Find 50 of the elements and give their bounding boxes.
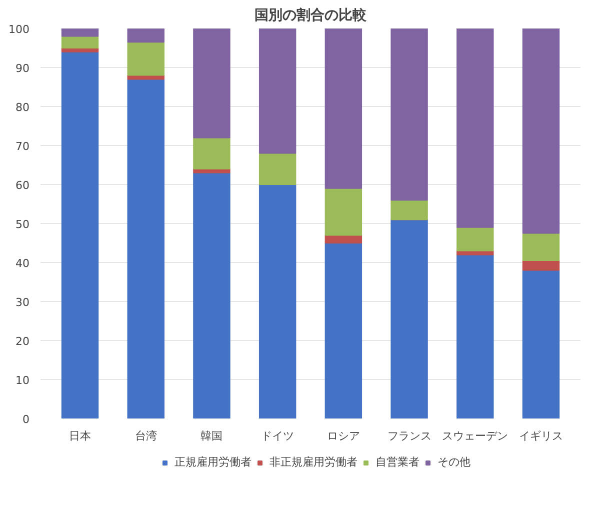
bar xyxy=(324,28,362,189)
bar xyxy=(61,28,99,37)
legend-label: 正規雇用労働者 xyxy=(174,454,252,470)
y-tick-label: 10 xyxy=(16,374,30,387)
chart-title: 国別の割合の比較 xyxy=(254,6,368,24)
bar xyxy=(258,184,296,418)
legend-label: 非正規雇用労働者 xyxy=(270,454,358,470)
bar xyxy=(127,78,164,418)
y-tick-label: 70 xyxy=(16,140,30,153)
bar xyxy=(127,42,164,76)
bar xyxy=(456,28,494,228)
bar xyxy=(193,172,230,418)
bar xyxy=(522,28,560,234)
legend-label: その他 xyxy=(438,454,470,470)
x-tick-label: 韓国 xyxy=(200,430,223,442)
y-tick-label: 20 xyxy=(16,335,30,348)
bar xyxy=(324,234,362,244)
y-tick-label: 30 xyxy=(16,296,30,309)
x-tick-label: スウェーデン xyxy=(442,430,508,442)
bar xyxy=(258,28,296,154)
y-tick-label: 50 xyxy=(16,218,30,231)
y-tick-label: 40 xyxy=(16,257,30,270)
y-tick-label: 90 xyxy=(16,62,30,75)
bar xyxy=(522,260,560,271)
x-tick-label: 日本 xyxy=(69,430,92,442)
bar xyxy=(324,188,362,236)
bar xyxy=(258,152,296,185)
legend-label: 自営業者 xyxy=(376,454,420,470)
bar xyxy=(193,28,230,138)
x-tick-label: 台湾 xyxy=(134,430,157,442)
bar xyxy=(390,219,428,418)
bar xyxy=(456,254,494,418)
x-tick-label: ドイツ xyxy=(261,430,294,442)
y-tick-label: 80 xyxy=(16,101,30,114)
y-tick-label: 100 xyxy=(8,23,30,36)
bar xyxy=(324,242,362,418)
bar xyxy=(193,137,230,170)
x-tick-label: ロシア xyxy=(326,430,360,442)
bar xyxy=(456,226,494,252)
y-tick-label: 60 xyxy=(16,179,30,192)
bar xyxy=(522,270,560,418)
y-tick-label: 0 xyxy=(22,413,30,426)
x-tick-label: イギリス xyxy=(518,430,563,442)
x-tick-label: フランス xyxy=(387,430,432,442)
bar xyxy=(61,51,99,418)
bar xyxy=(127,28,164,43)
bar xyxy=(390,200,428,220)
bar xyxy=(390,28,428,201)
bar xyxy=(61,36,99,48)
bar xyxy=(522,232,560,262)
